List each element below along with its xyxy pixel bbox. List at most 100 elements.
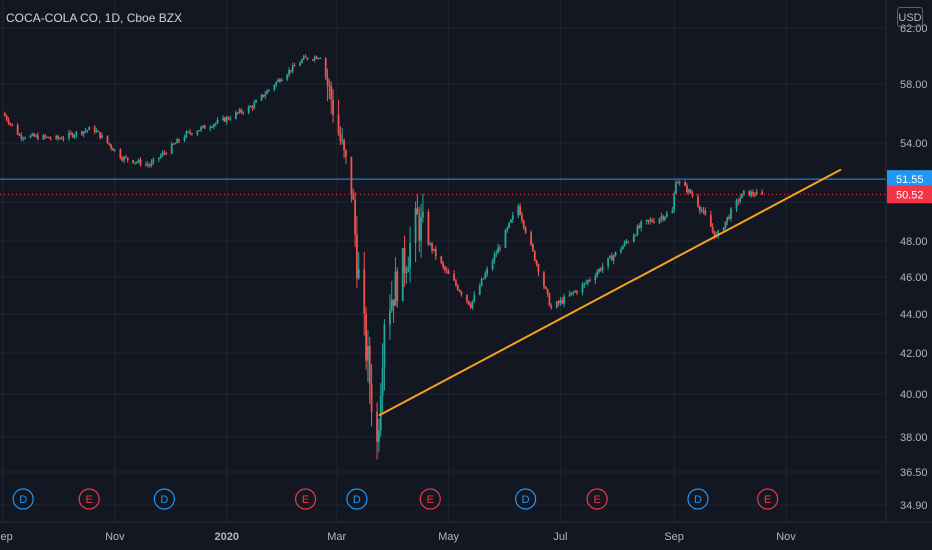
- dividend-marker[interactable]: D: [687, 488, 709, 510]
- candle[interactable]: [675, 180, 677, 195]
- candle[interactable]: [645, 219, 648, 225]
- candle[interactable]: [698, 205, 701, 215]
- candle[interactable]: [123, 155, 125, 164]
- candle[interactable]: [576, 289, 578, 296]
- candle[interactable]: [337, 99, 340, 136]
- candle[interactable]: [121, 155, 124, 162]
- candle[interactable]: [478, 283, 481, 296]
- candle[interactable]: [407, 256, 410, 273]
- candle[interactable]: [319, 57, 322, 60]
- candle[interactable]: [447, 268, 450, 275]
- earnings-marker[interactable]: E: [757, 488, 779, 510]
- candle[interactable]: [466, 294, 468, 304]
- candle[interactable]: [211, 125, 213, 128]
- candle[interactable]: [532, 243, 534, 252]
- candle[interactable]: [416, 194, 419, 215]
- dividend-marker[interactable]: D: [346, 488, 368, 510]
- candle[interactable]: [124, 154, 127, 159]
- candle[interactable]: [394, 257, 397, 306]
- candle[interactable]: [341, 127, 344, 145]
- candle[interactable]: [588, 277, 591, 283]
- candle[interactable]: [491, 258, 494, 272]
- candle[interactable]: [110, 143, 113, 151]
- candle[interactable]: [414, 201, 417, 263]
- earnings-marker[interactable]: E: [419, 488, 441, 510]
- candle[interactable]: [55, 134, 58, 140]
- candle[interactable]: [748, 190, 751, 197]
- candle[interactable]: [499, 245, 501, 252]
- candle[interactable]: [101, 133, 103, 139]
- candle[interactable]: [444, 265, 446, 274]
- candle[interactable]: [497, 243, 500, 254]
- candle[interactable]: [704, 207, 707, 216]
- candle[interactable]: [634, 234, 637, 237]
- candle[interactable]: [68, 129, 70, 141]
- candle[interactable]: [638, 223, 641, 229]
- candle[interactable]: [671, 206, 674, 214]
- candle[interactable]: [262, 94, 265, 98]
- candle[interactable]: [16, 122, 19, 136]
- time-axis[interactable]: Sep Nov 2020 Mar May Jul Sep Nov: [0, 531, 796, 543]
- candle[interactable]: [535, 259, 538, 267]
- candle[interactable]: [724, 221, 727, 230]
- candle[interactable]: [288, 67, 290, 78]
- candle[interactable]: [596, 269, 599, 278]
- candle[interactable]: [601, 262, 604, 274]
- candle[interactable]: [486, 266, 489, 277]
- candle[interactable]: [57, 134, 59, 142]
- candle[interactable]: [546, 288, 549, 298]
- candle[interactable]: [557, 299, 560, 307]
- candle[interactable]: [135, 160, 138, 164]
- candle[interactable]: [508, 222, 511, 229]
- candle[interactable]: [376, 402, 378, 460]
- candle[interactable]: [291, 62, 294, 74]
- candle[interactable]: [150, 159, 153, 168]
- candle[interactable]: [381, 343, 384, 413]
- candle[interactable]: [357, 252, 360, 281]
- candle[interactable]: [189, 128, 191, 135]
- candle[interactable]: [277, 78, 279, 83]
- candle[interactable]: [649, 217, 652, 225]
- candle[interactable]: [700, 207, 703, 213]
- candle[interactable]: [139, 157, 142, 167]
- candle[interactable]: [431, 242, 433, 254]
- candle[interactable]: [504, 229, 507, 249]
- candle[interactable]: [506, 226, 509, 233]
- candle[interactable]: [280, 77, 283, 82]
- candle[interactable]: [658, 217, 661, 225]
- candle[interactable]: [289, 70, 292, 74]
- candle[interactable]: [97, 130, 100, 133]
- candle[interactable]: [35, 134, 37, 138]
- candle[interactable]: [568, 290, 571, 297]
- candle[interactable]: [627, 240, 630, 244]
- earnings-marker[interactable]: E: [78, 488, 100, 510]
- candle[interactable]: [178, 138, 180, 143]
- candle[interactable]: [278, 78, 281, 83]
- candle[interactable]: [612, 254, 615, 265]
- candle[interactable]: [684, 180, 687, 187]
- candle[interactable]: [660, 212, 663, 223]
- candle[interactable]: [702, 207, 705, 215]
- candle[interactable]: [214, 122, 217, 127]
- candle[interactable]: [620, 246, 622, 254]
- candle[interactable]: [739, 195, 742, 204]
- candle[interactable]: [42, 133, 45, 141]
- candle[interactable]: [607, 257, 610, 270]
- candle[interactable]: [163, 150, 166, 156]
- candle[interactable]: [187, 131, 190, 133]
- candle[interactable]: [574, 289, 577, 293]
- candle[interactable]: [84, 127, 87, 134]
- candle[interactable]: [185, 130, 188, 139]
- candle[interactable]: [570, 292, 573, 296]
- candle[interactable]: [524, 226, 527, 235]
- candle[interactable]: [286, 73, 289, 81]
- candle[interactable]: [317, 57, 320, 60]
- candle[interactable]: [482, 278, 485, 280]
- candle[interactable]: [267, 89, 270, 93]
- candle[interactable]: [311, 58, 314, 62]
- candle[interactable]: [676, 180, 679, 184]
- dividend-marker[interactable]: D: [153, 488, 175, 510]
- candle[interactable]: [82, 131, 85, 138]
- candle[interactable]: [132, 159, 135, 164]
- candle[interactable]: [190, 132, 193, 136]
